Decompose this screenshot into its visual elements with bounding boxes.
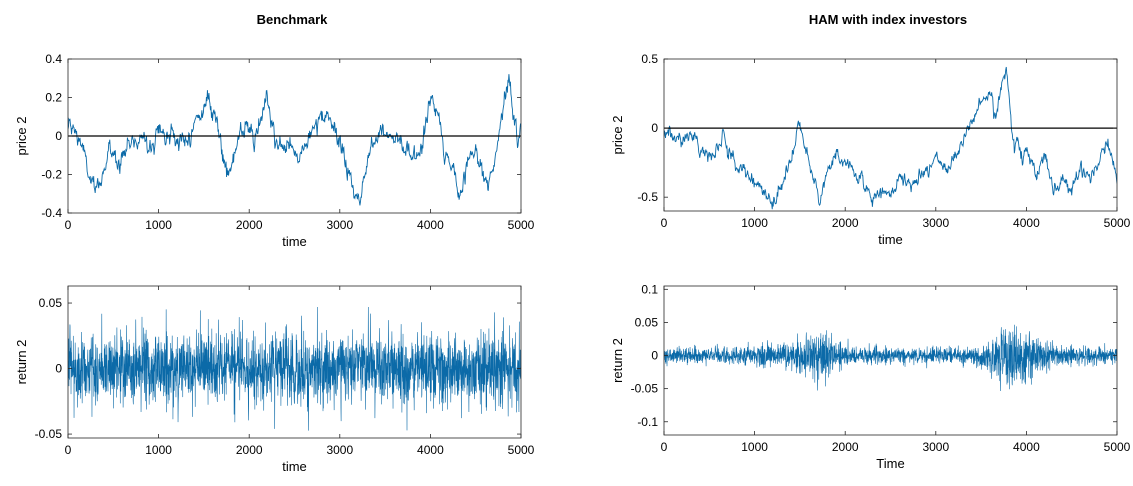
x-tick-label: 3000 — [922, 440, 949, 454]
x-tick-label: 0 — [661, 440, 668, 454]
y-tick-label: 0.4 — [45, 52, 62, 66]
x-tick-label: 3000 — [326, 218, 353, 232]
series-line — [68, 306, 521, 431]
y-tick-label: 0.5 — [641, 52, 658, 66]
y-tick-label: 0 — [651, 121, 658, 135]
y-tick-label: 0.2 — [45, 91, 62, 105]
y-tick-label: -0.05 — [35, 427, 63, 441]
x-tick-label: 4000 — [417, 218, 444, 232]
figure-title-left: Benchmark — [257, 12, 329, 27]
axes-frame — [663, 285, 1118, 436]
x-tick-label: 2000 — [832, 216, 859, 230]
y-tick-label: -0.5 — [637, 190, 658, 204]
x-tick-label: 5000 — [1104, 440, 1131, 454]
series-line — [664, 324, 1117, 391]
x-tick-label: 1000 — [145, 218, 172, 232]
x-tick-label: 1000 — [741, 440, 768, 454]
y-tick-label: 0 — [55, 362, 62, 376]
y-tick-label: 0 — [55, 129, 62, 143]
x-tick-label: 1000 — [145, 443, 172, 457]
y-tick-label: 0 — [651, 349, 658, 363]
x-axis-label: time — [282, 234, 307, 249]
x-tick-label: 2000 — [832, 440, 859, 454]
y-axis-label: price 2 — [14, 116, 29, 155]
x-tick-label: 5000 — [1104, 216, 1131, 230]
series-line — [664, 66, 1117, 210]
y-tick-label: 0.1 — [641, 282, 658, 296]
x-axis-label: Time — [876, 456, 904, 471]
chart-panel: 0 1000 2000 3000 4000 5000 -0.1 -0.05 0 0.05 0.1 Ti… — [610, 282, 1131, 471]
chart-panel: 0 1000 2000 3000 4000 5000 -0.4 -0.2 0 0.2 0.4 time… — [14, 52, 535, 249]
x-tick-label: 2000 — [236, 218, 263, 232]
chart-panel: 0 1000 2000 3000 4000 5000-0.0500.05timeretur… — [14, 285, 535, 474]
x-tick-label: 4000 — [1013, 440, 1040, 454]
y-tick-label: -0.05 — [631, 382, 659, 396]
x-tick-label: 0 — [65, 218, 72, 232]
x-tick-label: 2000 — [236, 443, 263, 457]
series-line — [68, 74, 521, 206]
x-tick-label: 5000 — [508, 443, 535, 457]
y-axis-label: return 2 — [14, 340, 29, 385]
y-tick-label: -0.4 — [41, 206, 62, 220]
axes-frame — [663, 58, 1118, 212]
y-axis-label: return 2 — [610, 338, 625, 383]
figure-title-right: HAM with index investors — [809, 12, 967, 27]
x-tick-label: 4000 — [417, 443, 444, 457]
x-tick-label: 1000 — [741, 216, 768, 230]
x-tick-label: 3000 — [326, 443, 353, 457]
x-axis-label: time — [878, 232, 903, 247]
x-tick-label: 5000 — [508, 218, 535, 232]
chart-panels: 0 1000 2000 3000 4000 5000 -0.4 -0.2 0 0.2 0.4 time… — [14, 52, 1131, 474]
x-tick-label: 3000 — [922, 216, 949, 230]
y-tick-label: -0.1 — [637, 415, 658, 429]
x-tick-label: 4000 — [1013, 216, 1040, 230]
y-tick-label: -0.2 — [41, 168, 62, 182]
x-tick-label: 0 — [661, 216, 668, 230]
y-tick-label: 0.05 — [39, 296, 63, 310]
axes-frame — [67, 285, 522, 439]
y-axis-label: price 2 — [610, 115, 625, 154]
x-axis-label: time — [282, 459, 307, 474]
y-tick-label: 0.05 — [635, 315, 659, 329]
x-tick-label: 0 — [65, 443, 72, 457]
